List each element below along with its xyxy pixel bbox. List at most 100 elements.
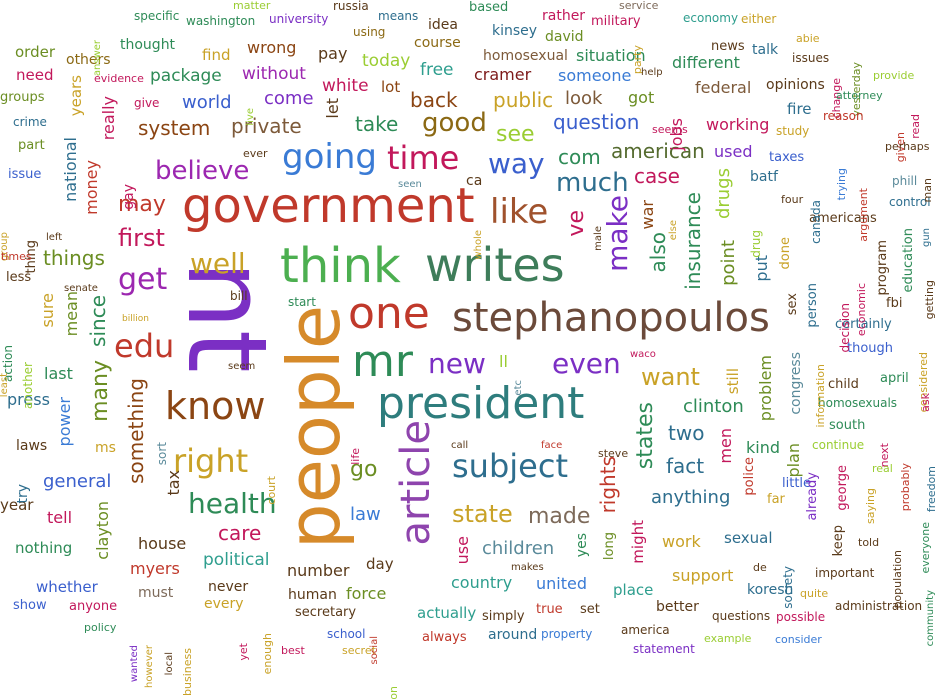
word: things [43, 246, 105, 270]
word: real [872, 462, 893, 475]
word: idea [428, 17, 458, 33]
word: though [847, 341, 894, 356]
word: koresh [747, 582, 794, 598]
word: police [742, 457, 757, 496]
word: might [629, 520, 647, 564]
word: ask [919, 393, 932, 412]
word: work [662, 532, 701, 551]
word: fbi [886, 296, 903, 311]
word: russia [333, 0, 369, 13]
word: also [646, 232, 670, 273]
word: jobs [667, 118, 686, 151]
word: problem [756, 355, 775, 422]
word: children [482, 538, 555, 559]
word: question [553, 110, 640, 134]
word: program [875, 240, 890, 296]
word: april [880, 371, 909, 386]
word: subject [452, 447, 568, 485]
word: last [44, 364, 73, 383]
word: population [891, 550, 904, 609]
word: certainly [835, 317, 892, 332]
word: kinsey [492, 23, 538, 39]
word: one [348, 288, 430, 339]
word: different [672, 53, 740, 72]
word: argument [857, 188, 870, 242]
word: think [280, 238, 401, 294]
word: four [781, 193, 804, 206]
word: know [165, 384, 266, 428]
word: something [124, 378, 148, 484]
word: george [835, 465, 850, 511]
word: trying [835, 168, 848, 201]
word: tax [164, 470, 183, 496]
word: using [353, 25, 386, 39]
word: etc [513, 380, 524, 396]
word: provide [873, 69, 915, 82]
word: education [901, 228, 916, 293]
word: thought [120, 37, 176, 53]
word: men [716, 428, 735, 464]
word: batf [750, 169, 778, 185]
word: enough [261, 633, 274, 675]
word: people [272, 305, 356, 550]
word: better [656, 599, 699, 615]
word: groups [0, 90, 45, 105]
word: anything [651, 487, 731, 508]
word: administration [835, 599, 923, 613]
word: secretary [295, 605, 357, 620]
word: make [601, 195, 634, 272]
word: male [593, 226, 604, 251]
word: two [668, 421, 705, 445]
word: plan [784, 443, 803, 478]
word: ll [499, 352, 508, 371]
word: reason [823, 109, 864, 123]
word: policy [84, 621, 117, 634]
word: best [281, 644, 305, 657]
word: yet [237, 643, 250, 661]
word: always [422, 630, 467, 645]
word: package [150, 66, 222, 86]
word: cramer [474, 65, 532, 84]
word: specific [134, 9, 180, 23]
word: service [619, 0, 659, 12]
word: washington [186, 14, 256, 28]
word: want [641, 363, 700, 391]
word: got [628, 88, 655, 107]
word: war [638, 200, 657, 230]
word: tell [47, 508, 73, 527]
word: part [18, 138, 45, 153]
word: told [858, 536, 880, 549]
word: possible [776, 610, 826, 624]
word: abie [796, 32, 820, 45]
word: call [451, 440, 469, 451]
word: good [422, 108, 487, 138]
word: gay [121, 184, 137, 210]
word: drugs [713, 168, 734, 220]
word: left [46, 232, 63, 243]
word: important [815, 566, 875, 580]
word: mr [352, 336, 413, 387]
word: military [591, 14, 641, 29]
word: times [1, 250, 32, 263]
word: others [66, 52, 111, 68]
word: university [269, 12, 329, 26]
word: way [488, 147, 545, 180]
word: court [265, 476, 278, 505]
word: matter [233, 0, 271, 12]
word: mean [62, 291, 81, 337]
word: saying [864, 488, 877, 524]
word: ms [95, 440, 116, 456]
word: consider [775, 633, 822, 646]
word: federal [695, 78, 752, 97]
word: much [556, 168, 629, 198]
word: evidence [94, 72, 144, 85]
word: go [350, 457, 378, 482]
word: government [182, 178, 475, 234]
word: either [741, 12, 777, 26]
word: order [15, 43, 55, 61]
word: gun [921, 228, 932, 248]
word: even [552, 347, 621, 380]
word: public [493, 88, 554, 112]
word: states [633, 402, 658, 470]
word: number [287, 561, 350, 580]
